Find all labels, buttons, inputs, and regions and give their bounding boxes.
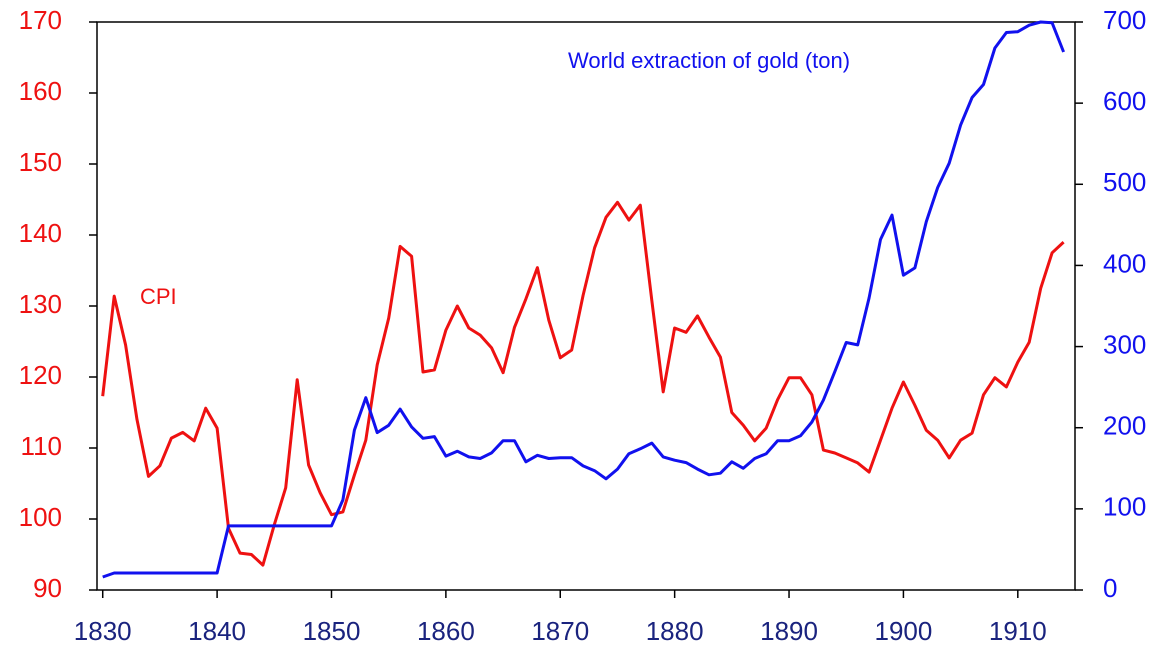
y-tick-label: 140 <box>19 218 62 248</box>
series-label: World extraction of gold (ton) <box>568 48 850 73</box>
x-tick-label: 1880 <box>646 616 704 646</box>
y-tick-label: 130 <box>19 289 62 319</box>
series-line <box>102 20 1065 579</box>
y2-tick-label: 700 <box>1103 5 1146 35</box>
plot-frame <box>96 21 1076 591</box>
y2-tick-label: 400 <box>1103 248 1146 278</box>
y-tick-label: 150 <box>19 147 62 177</box>
x-tick-label: 1910 <box>989 616 1047 646</box>
y-tick-label: 170 <box>19 5 62 35</box>
y-tick-label: 100 <box>19 502 62 532</box>
x-tick-label: 1900 <box>874 616 932 646</box>
x-tick-label: 1870 <box>531 616 589 646</box>
y-tick-label: 160 <box>19 76 62 106</box>
y-tick-label: 120 <box>19 360 62 390</box>
y2-tick-label: 500 <box>1103 167 1146 197</box>
x-tick-label: 1830 <box>74 616 132 646</box>
y-tick-label: 110 <box>21 431 62 461</box>
x-tick-label: 1850 <box>303 616 361 646</box>
y2-tick-label: 200 <box>1103 411 1146 441</box>
series-label: CPI <box>140 284 177 309</box>
y2-tick-label: 600 <box>1103 86 1146 116</box>
y2-tick-label: 100 <box>1103 492 1146 522</box>
x-tick-label: 1890 <box>760 616 818 646</box>
x-tick-label: 1840 <box>188 616 246 646</box>
y2-tick-label: 0 <box>1103 573 1117 603</box>
series-line <box>101 200 1065 567</box>
y-tick-label: 90 <box>33 573 62 603</box>
y2-tick-label: 300 <box>1103 329 1146 359</box>
x-tick-label: 1860 <box>417 616 475 646</box>
